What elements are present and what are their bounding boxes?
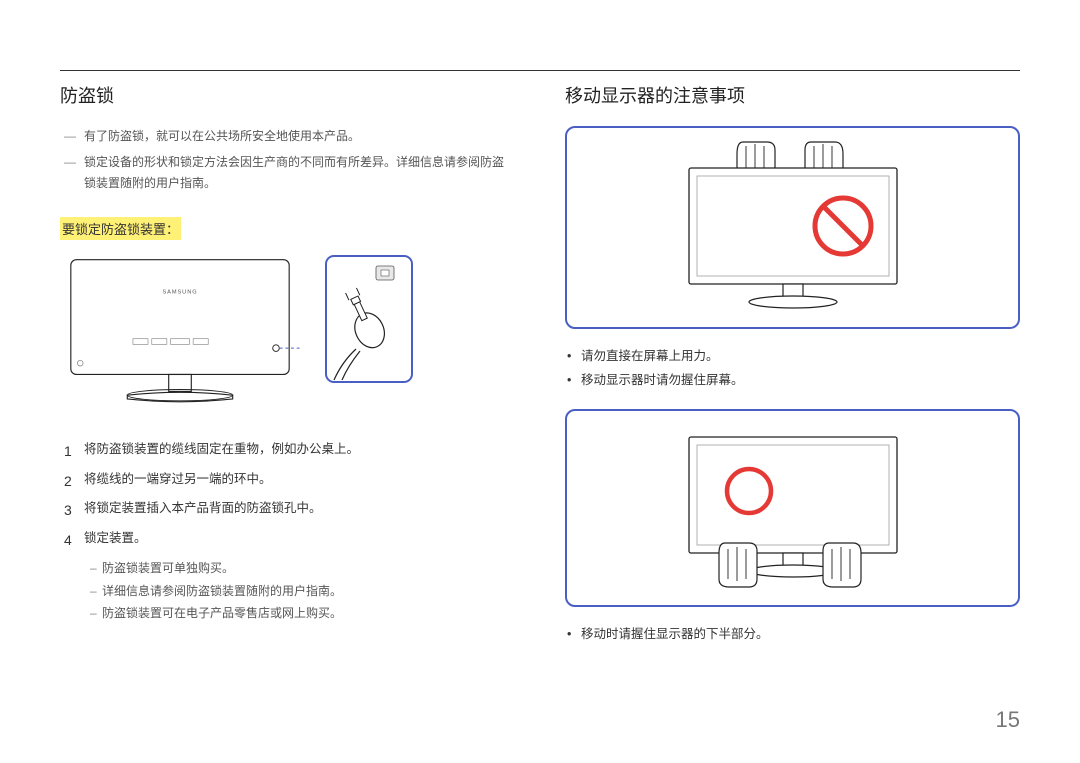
brand-label: SAMSUNG [162, 289, 197, 295]
lock-diagram-row: SAMSUNG [60, 254, 515, 414]
left-highlight-subtitle: 要锁定防盗锁装置： [60, 217, 181, 240]
left-column: 防盗锁 有了防盗锁，就可以在公共场所安全地使用本产品。 锁定设备的形状和锁定方法… [60, 82, 515, 662]
left-note-2: 锁定设备的形状和锁定方法会因生产商的不同而有所差异。详细信息请参阅防盗锁装置随附… [60, 152, 515, 195]
left-title: 防盗锁 [60, 82, 515, 108]
bullet-top-2: 移动显示器时请勿握住屏幕。 [565, 369, 1020, 393]
bullet-top-1: 请勿直接在屏幕上用力。 [565, 345, 1020, 369]
subnote-3: 防盗锁装置可在电子产品零售店或网上购买。 [90, 602, 515, 625]
left-note-1: 有了防盗锁，就可以在公共场所安全地使用本产品。 [60, 126, 515, 148]
two-column-layout: 防盗锁 有了防盗锁，就可以在公共场所安全地使用本产品。 锁定设备的形状和锁定方法… [60, 82, 1020, 662]
lock-closeup-diagram [324, 254, 414, 384]
step-4: 锁定装置。 [60, 527, 515, 551]
figure-2-diagram [633, 423, 953, 593]
right-title: 移动显示器的注意事项 [565, 82, 1020, 108]
bullet-bottom-1: 移动时请握住显示器的下半部分。 [565, 623, 1020, 647]
step-3: 将锁定装置插入本产品背面的防盗锁孔中。 [60, 497, 515, 521]
subnote-2: 详细信息请参阅防盗锁装置随附的用户指南。 [90, 580, 515, 603]
steps-list: 将防盗锁装置的缆线固定在重物，例如办公桌上。 将缆线的一端穿过另一端的环中。 将… [60, 438, 515, 551]
figure-2-frame [565, 409, 1020, 607]
page-number: 15 [996, 707, 1020, 733]
sub-notes: 防盗锁装置可单独购买。 详细信息请参阅防盗锁装置随附的用户指南。 防盗锁装置可在… [60, 557, 515, 625]
bullets-bottom: 移动时请握住显示器的下半部分。 [565, 623, 1020, 647]
right-column: 移动显示器的注意事项 [565, 82, 1020, 662]
bullets-top: 请勿直接在屏幕上用力。 移动显示器时请勿握住屏幕。 [565, 345, 1020, 393]
top-horizontal-rule [60, 70, 1020, 71]
step-2: 将缆线的一端穿过另一端的环中。 [60, 468, 515, 492]
subnote-1: 防盗锁装置可单独购买。 [90, 557, 515, 580]
monitor-back-diagram: SAMSUNG [60, 254, 300, 414]
figure-1-frame [565, 126, 1020, 329]
figure-1-diagram [633, 140, 953, 315]
step-1: 将防盗锁装置的缆线固定在重物，例如办公桌上。 [60, 438, 515, 462]
